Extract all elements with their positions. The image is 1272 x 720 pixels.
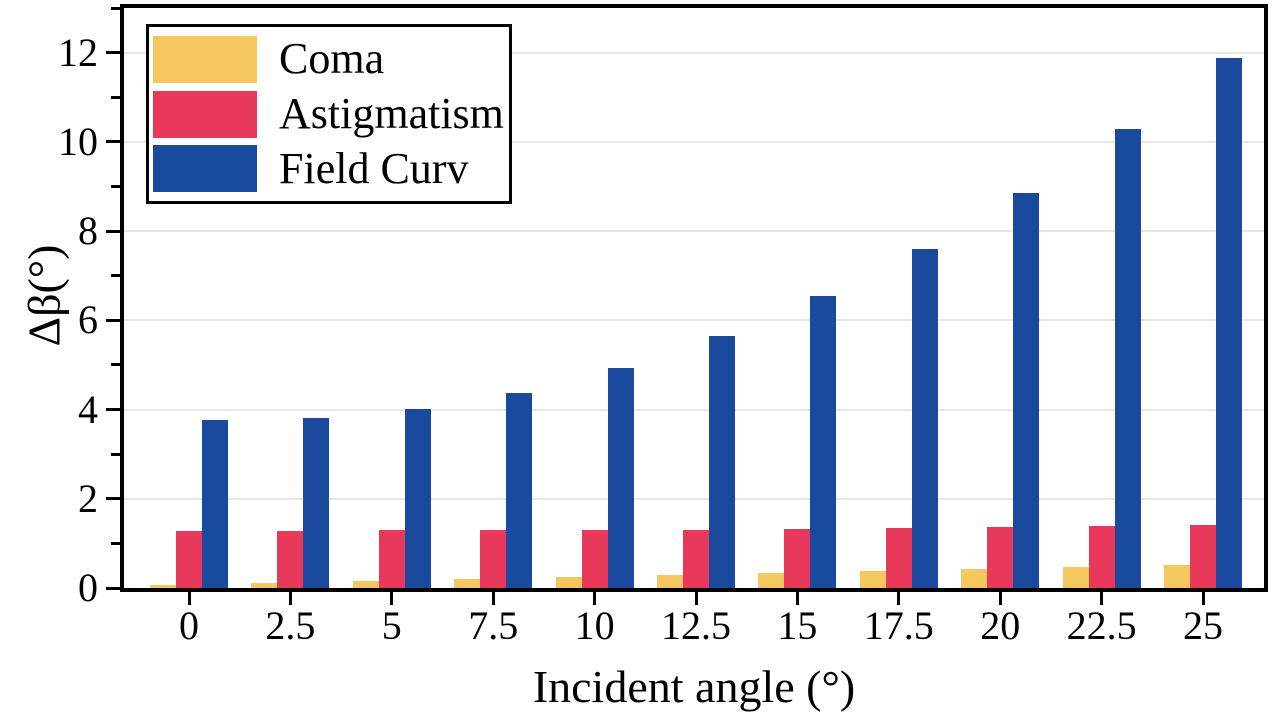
x-tick-12.5 [694,592,698,605]
bar-astigmatism-x20 [987,527,1013,588]
x-tick-label-0: 0 [179,603,199,648]
bar-astigmatism-x2.5 [277,531,303,588]
legend-entry-coma: Coma [153,32,505,87]
y-minor-tick-11 [111,95,120,99]
y-tick-label-2: 2 [78,475,98,521]
y-tick-label-8: 8 [78,208,98,254]
bar-coma-x22.5 [1063,567,1089,588]
bar-coma-x2.5 [251,583,277,588]
x-tick-25 [1201,592,1205,605]
x-tick-7.5 [491,592,495,605]
bar-field-curv-x15 [810,296,836,588]
x-tick-label-17.5: 17.5 [863,603,934,648]
y-tick-8 [106,229,120,233]
y-tick-6 [106,318,120,322]
bar-field-curv-x5 [405,409,431,588]
legend-swatch-astigmatism [153,90,257,138]
bar-field-curv-x22.5 [1115,129,1141,588]
y-tick-10 [106,140,120,144]
y-tick-label-0: 0 [78,565,98,610]
gridline-y-2 [124,497,1264,500]
bar-coma-x0 [150,585,176,588]
bar-field-curv-x0 [202,420,228,588]
legend-swatch-coma [153,35,257,83]
legend: Coma Astigmatism Field Curv [146,24,512,204]
x-tick-22.5 [1100,592,1104,605]
legend-label-field-curv: Field Curv [279,143,469,193]
x-tick-0 [187,592,191,605]
bar-astigmatism-x17.5 [886,528,912,588]
y-minor-tick-13 [111,6,120,10]
x-tick-label-5: 5 [381,603,402,648]
x-tick-label-7.5: 7.5 [468,603,519,648]
legend-entry-field-curv: Field Curv [153,141,505,196]
x-tick-5 [390,592,394,605]
legend-swatch-field-curv [153,145,257,193]
bar-astigmatism-x15 [784,529,810,588]
gridline-y-8 [124,230,1264,233]
bar-field-curv-x7.5 [506,393,532,588]
bar-coma-x15 [758,573,784,588]
y-tick-label-12: 12 [58,29,98,75]
y-tick-label-4: 4 [78,386,98,432]
x-tick-label-25: 25 [1183,603,1223,648]
bar-field-curv-x25 [1216,58,1242,588]
bar-field-curv-x10 [608,368,634,588]
gridline-y-4 [124,408,1264,411]
x-tick-17.5 [897,592,901,605]
y-tick-4 [106,408,120,412]
gridline-y-6 [124,319,1264,322]
legend-label-coma: Coma [279,34,385,84]
bar-coma-x5 [353,581,379,588]
x-tick-10 [593,592,597,605]
bar-astigmatism-x0 [176,531,202,588]
x-tick-15 [795,592,799,605]
x-tick-label-2.5: 2.5 [265,603,316,648]
bar-coma-x25 [1164,565,1190,588]
x-tick-label-12.5: 12.5 [661,603,731,648]
x-tick-label-10: 10 [574,603,615,648]
x-tick-label-15: 15 [777,603,818,648]
plot-inner [124,8,1264,588]
gridline-y-12 [124,51,1264,54]
legend-label-astigmatism: Astigmatism [279,89,504,138]
y-minor-tick-5 [111,363,120,367]
y-tick-12 [106,51,120,55]
plot-area: Coma Astigmatism Field Curv [120,4,1268,592]
y-tick-0 [106,586,120,590]
bar-astigmatism-x5 [379,530,405,588]
bar-field-curv-x2.5 [303,418,329,588]
bar-coma-x20 [961,569,987,588]
y-tick-label-6: 6 [78,297,98,343]
bar-coma-x10 [556,577,582,588]
bar-astigmatism-x22.5 [1089,526,1115,588]
x-tick-20 [998,592,1002,605]
bar-field-curv-x17.5 [912,249,938,588]
x-tick-2.5 [288,592,292,605]
bar-coma-x17.5 [860,571,886,588]
bar-astigmatism-x25 [1190,525,1216,588]
y-minor-tick-7 [111,274,120,278]
gridline-y-10 [124,140,1264,143]
legend-entry-astigmatism: Astigmatism [153,87,505,142]
y-minor-tick-3 [111,452,120,456]
y-minor-tick-1 [111,541,120,545]
bar-field-curv-x20 [1013,193,1039,588]
bar-astigmatism-x7.5 [480,530,506,588]
y-tick-label-10: 10 [58,118,98,164]
x-tick-label-20: 20 [980,603,1021,648]
y-tick-2 [106,497,120,501]
x-axis-label: Incident angle (°) [532,661,856,712]
y-minor-tick-9 [111,184,120,188]
bar-field-curv-x12.5 [709,336,735,588]
bar-coma-x7.5 [454,579,480,588]
bar-coma-x12.5 [657,575,683,588]
x-tick-label-22.5: 22.5 [1066,603,1137,648]
bar-astigmatism-x10 [582,530,608,588]
bar-astigmatism-x12.5 [683,530,709,588]
